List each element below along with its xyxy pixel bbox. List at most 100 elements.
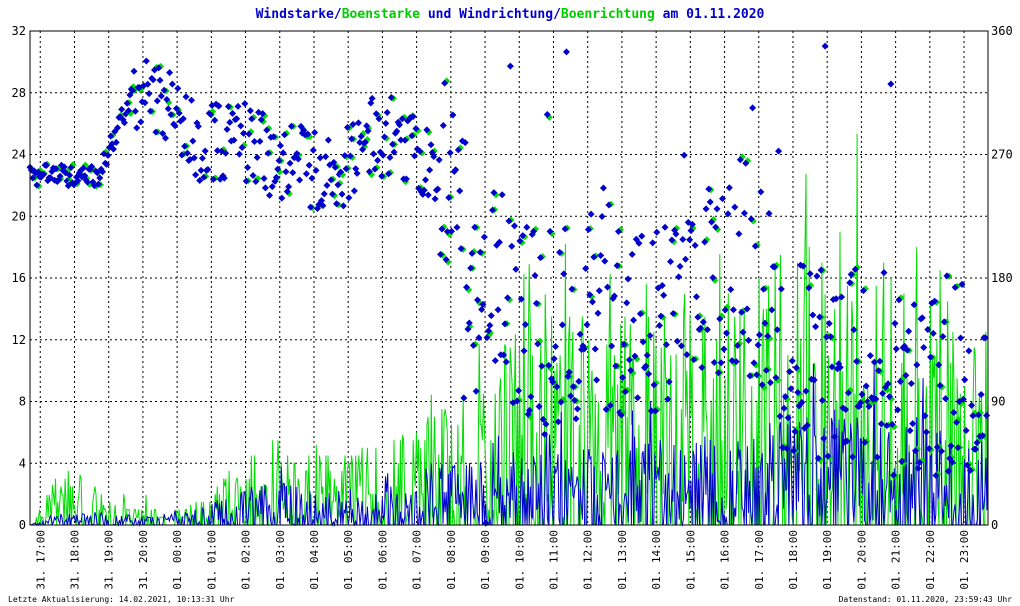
windrichtung-marker [505,217,513,225]
windrichtung-marker [712,223,720,231]
windrichtung-marker [257,116,265,124]
windrichtung-marker [751,242,759,250]
windrichtung-marker [198,154,206,162]
title-part-2: Boenstarke [342,7,420,22]
windrichtung-marker [338,190,346,198]
windrichtung-marker [286,159,294,167]
x-tick-label: 01. 01:00 [205,530,218,590]
x-tick-label: 01. 04:00 [308,530,321,590]
windrichtung-marker [910,301,918,309]
x-tick-label: 01. 08:00 [445,530,458,590]
wind-line [29,363,989,527]
windrichtung-marker [932,472,940,480]
windrichtung-marker [755,331,763,339]
windrichtung-marker [42,161,50,169]
windrichtung-marker [190,154,198,162]
windrichtung-marker [490,189,498,197]
windrichtung-marker [813,272,821,280]
windrichtung-marker [480,233,488,241]
windrichtung-marker [512,265,520,273]
windrichtung-marker [252,178,260,186]
windrichtung-marker [698,364,706,372]
windrichtung-marker [947,442,955,450]
windrichtung-marker [894,406,902,414]
windrichtung-marker [885,393,893,401]
windrichtung-marker [112,138,120,146]
windrichtung-marker [953,418,961,426]
windrichtung-marker [380,133,388,141]
windrichtung-marker [341,152,349,160]
windrichtung-marker [691,241,699,249]
x-tick-label: 01. 12:00 [582,530,595,590]
windrichtung-marker [66,171,74,179]
windrichtung-marker [747,215,755,223]
windrichtung-marker [294,155,302,163]
windrichtung-marker [931,297,939,305]
windrichtung-marker [387,94,395,102]
windrichtung-marker [239,129,247,137]
windrichtung-marker [880,269,888,277]
windrichtung-marker [865,402,873,410]
windrichtung-marker [546,227,554,235]
title-part-1: / [334,7,342,22]
x-tick-label: 01. 11:00 [547,530,560,590]
windrichtung-marker [961,376,969,384]
title-part-0: Windstarke [256,7,334,22]
windrichtung-marker [393,127,401,135]
windrichtung-marker [439,121,447,129]
x-tick-label: 01. 00:00 [171,530,184,590]
windrichtung-marker [701,238,709,246]
windrichtung-marker [365,168,373,176]
windrichtung-marker [281,131,289,139]
windrichtung-marker [605,201,613,209]
windrichtung-marker [887,80,895,88]
windrichtung-marker [831,433,839,441]
windrichtung-marker [942,395,950,403]
windrichtung-marker [950,409,958,417]
windrichtung-marker [526,406,534,414]
windrichtung-marker [957,334,965,342]
windrichtung-marker [309,146,317,154]
windrichtung-marker [608,342,616,350]
windrichtung-marker [29,174,37,182]
windrichtung-marker [244,163,252,171]
windrichtung-marker [612,362,620,370]
windrichtung-marker [699,318,707,326]
windrichtung-marker [686,236,694,244]
windrichtung-marker [734,341,742,349]
windrichtung-marker [851,265,859,273]
windrichtung-marker [168,80,176,88]
windrichtung-marker [972,445,980,453]
windrichtung-marker [617,411,625,419]
windrichtung-marker [79,164,87,172]
windrichtung-marker [402,175,410,183]
windrichtung-marker [703,326,711,334]
windrichtung-marker [118,105,126,113]
windrichtung-marker [141,99,149,107]
windrichtung-marker [682,255,690,263]
windrichtung-marker [828,363,836,371]
windrichtung-marker [259,110,267,118]
windrichtung-marker [296,176,304,184]
windrichtung-marker [768,306,776,314]
windrichtung-marker [96,174,104,182]
windrichtung-marker [460,394,468,402]
windrichtung-marker [249,172,257,180]
windrichtung-marker [554,418,562,426]
windrichtung-marker [320,190,328,198]
windrichtung-marker [287,122,295,130]
windrichtung-marker [753,371,761,379]
windrichtung-marker [790,447,798,455]
windrichtung-marker [560,270,568,278]
windrichtung-marker [792,364,800,372]
windrichtung-marker [951,283,959,291]
windrichtung-marker [602,405,610,413]
windrichtung-marker [200,173,208,181]
windrichtung-marker [758,381,766,389]
windrichtung-marker [163,95,171,103]
windrichtung-marker [475,334,483,342]
windrichtung-marker [160,86,168,94]
windrichtung-marker [390,148,398,156]
windrichtung-marker [279,149,287,157]
windrichtung-marker [538,362,546,370]
